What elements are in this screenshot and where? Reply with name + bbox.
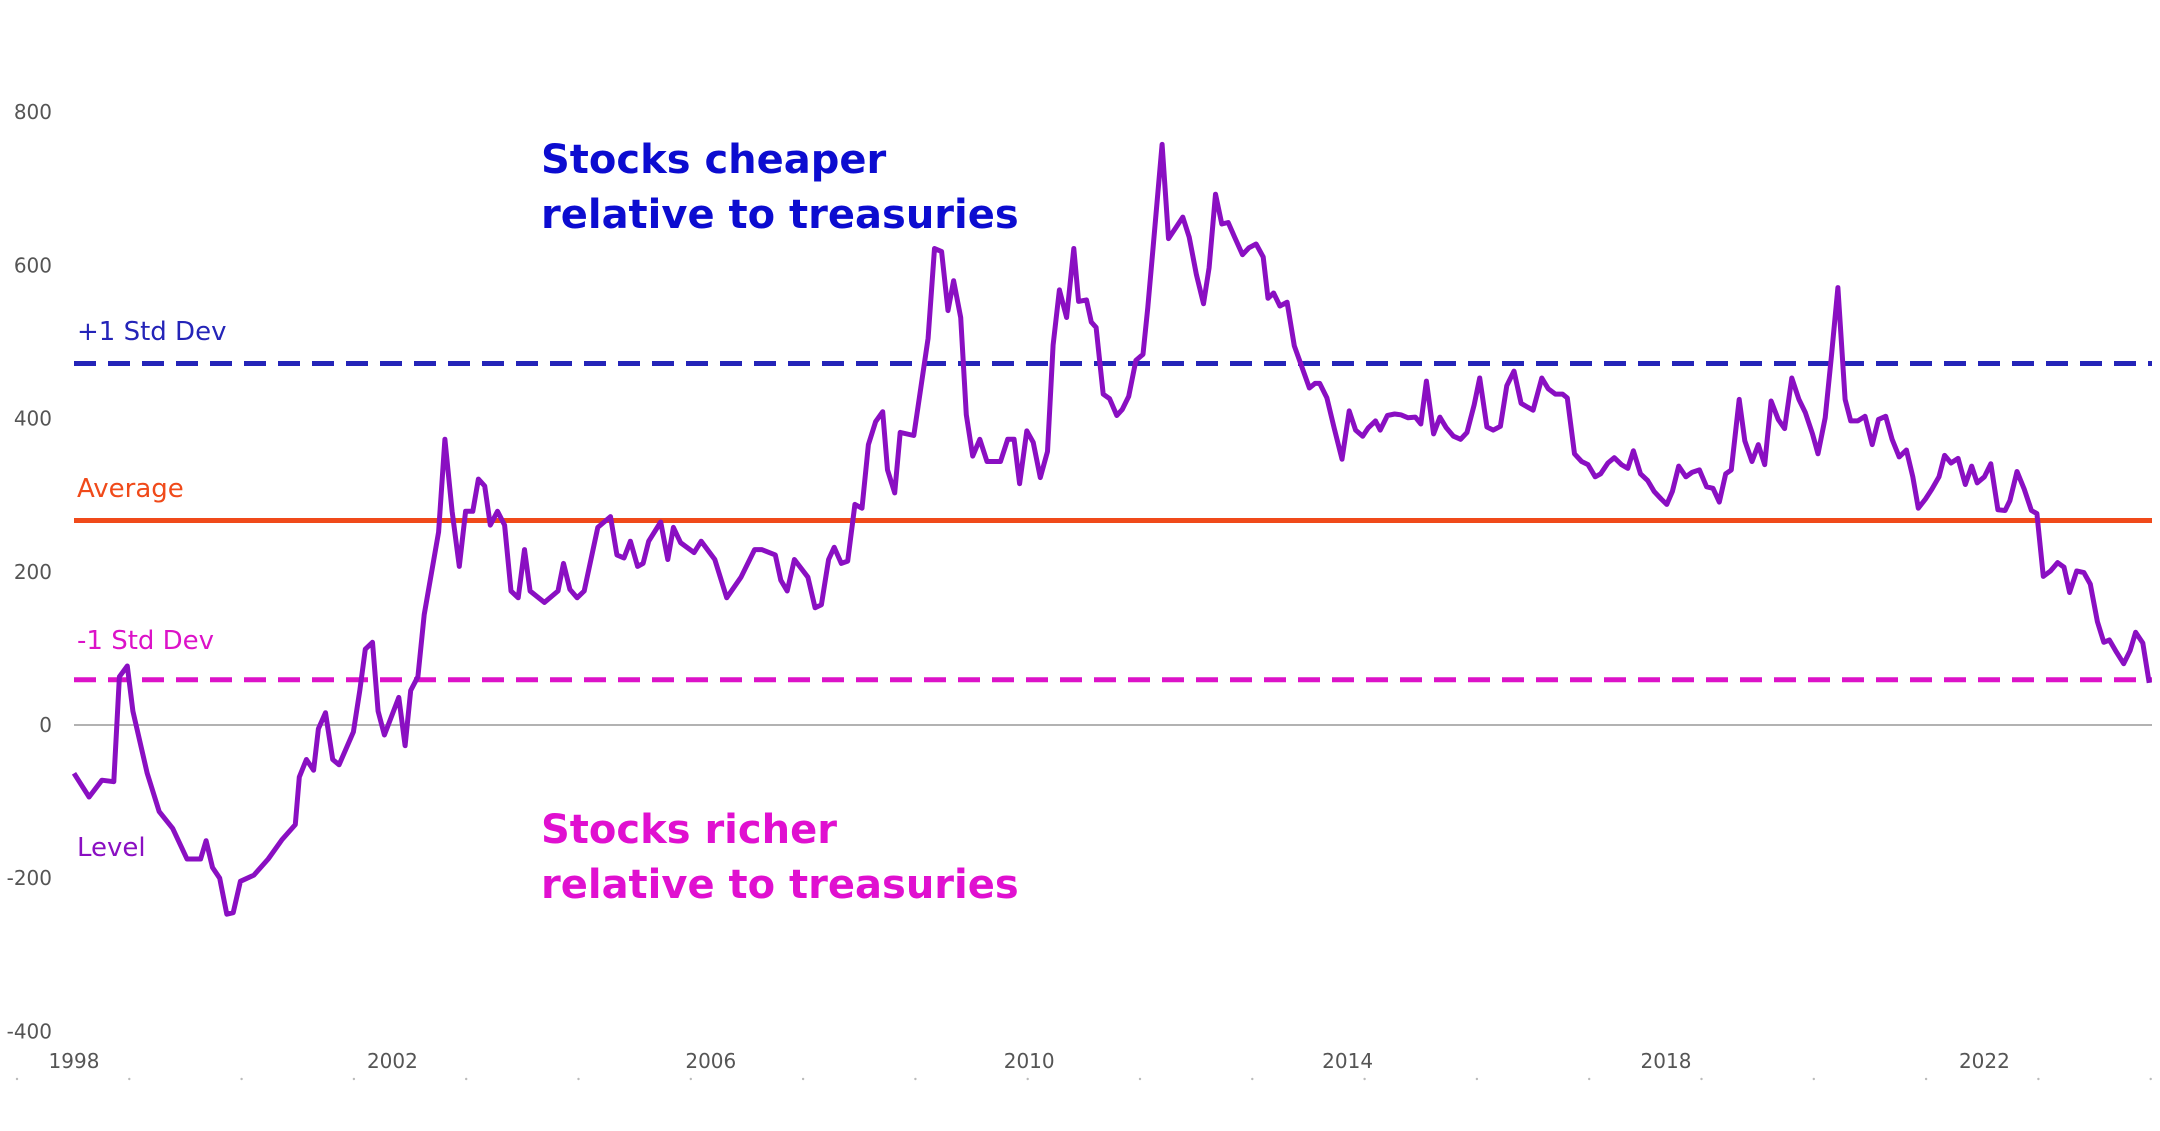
x-axis-dot (914, 1077, 917, 1081)
x-axis-dot (1138, 1077, 1142, 1081)
x-tick-label: 2022 (1959, 1049, 2010, 1073)
richer-annotation-line-1: Stocks richer (541, 807, 837, 853)
x-axis-dot (1475, 1077, 1479, 1081)
richer-annotation-line-2: relative to treasuries (541, 862, 1019, 908)
y-tick-label: 600 (14, 253, 52, 277)
x-axis-dot (2037, 1077, 2040, 1081)
cheaper-annotation-line-2: relative to treasuries (541, 192, 1019, 238)
y-tick-label: 200 (14, 560, 52, 584)
x-tick-label: 2014 (1322, 1049, 1373, 1073)
x-axis-dot (1924, 1077, 1928, 1081)
y-tick-label: -400 (7, 1019, 52, 1043)
x-tick-label: 2006 (685, 1049, 736, 1073)
x-axis-dot (465, 1077, 468, 1081)
average-label: Average (77, 474, 184, 504)
x-axis-dot (801, 1077, 805, 1081)
x-axis-dot (1700, 1077, 1703, 1081)
x-tick-label: 1998 (49, 1049, 100, 1073)
x-axis-dot (1251, 1077, 1254, 1081)
level-series-label: Level (77, 833, 146, 863)
x-axis-ticks: 1998 2002 2006 2010 2014 2018 2022 (49, 1049, 2010, 1073)
level-series-line (71, 141, 2152, 917)
x-axis-dot (577, 1077, 580, 1081)
x-axis-dot (240, 1077, 243, 1081)
plus-1-std-dev-label: +1 Std Dev (77, 317, 226, 347)
x-axis-dot (15, 1077, 19, 1081)
x-axis-dot (1588, 1077, 1591, 1081)
y-axis-ticks: 800 600 400 200 0 -200 -400 (7, 100, 52, 1043)
y-tick-label: 400 (14, 407, 52, 431)
x-axis-dot (2149, 1077, 2152, 1081)
x-tick-label: 2002 (367, 1049, 418, 1073)
cheaper-annotation-line-1: Stocks cheaper (541, 137, 887, 183)
x-axis-dot (128, 1077, 131, 1081)
x-axis-dot (1363, 1077, 1366, 1081)
x-axis-dot (352, 1077, 356, 1081)
y-tick-label: 0 (39, 713, 52, 737)
y-tick-label: -200 (7, 866, 52, 890)
x-tick-label: 2010 (1004, 1049, 1055, 1073)
y-tick-label: 800 (14, 100, 52, 124)
x-axis-dot (1812, 1077, 1816, 1081)
x-axis-dot (689, 1077, 692, 1081)
x-axis-dot (1026, 1077, 1029, 1081)
x-tick-label: 2018 (1641, 1049, 1692, 1073)
minus-1-std-dev-label: -1 Std Dev (77, 626, 214, 656)
x-axis-minor-dots (15, 1077, 2152, 1081)
reference-lines (74, 360, 2152, 683)
